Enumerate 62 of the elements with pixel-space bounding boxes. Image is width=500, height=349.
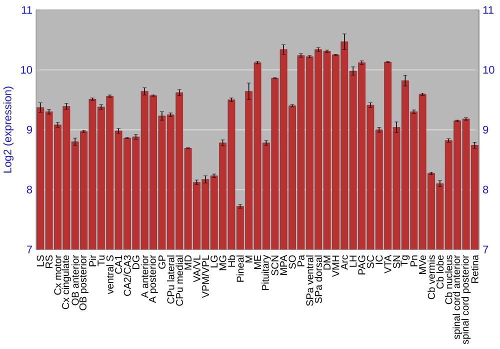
y2-tick-label: 7 (483, 246, 488, 254)
x-tick-label: ventral S (106, 255, 114, 294)
y-tick-label: 9 (26, 126, 32, 134)
x-tick-label: Pituitary (262, 254, 271, 290)
x-tick-label: MPA (280, 254, 288, 275)
x-tick-label: Cx motor (54, 254, 62, 295)
x-tick-label: MD (184, 255, 192, 270)
y-tick-label: 7 (26, 246, 32, 254)
x-tick-label: SPa dorsal (314, 255, 322, 303)
x-tick-label: LS (36, 255, 44, 266)
x-tick-label: SCN (271, 256, 278, 276)
x-tick-label: CPu lateral (167, 255, 174, 304)
x-tick-label: VMH (332, 256, 340, 277)
x-tick-label: Tg (400, 255, 410, 266)
x-tick-label: spinal cord posterior (461, 254, 471, 344)
x-tick-label: CA2/CA3 (124, 255, 131, 296)
x-tick-label: A posterior (148, 254, 158, 303)
x-tick-label: MG (219, 256, 226, 270)
x-tick-label: SN (392, 256, 400, 268)
x-tick-label: Cb lobe (436, 255, 444, 289)
y2-tick-label: 8 (483, 186, 488, 194)
x-tick-label: MVe (419, 255, 426, 274)
x-tick-label: RS (46, 255, 53, 268)
x-tick-label: Retina (471, 254, 478, 283)
x-tick-label: VTA (384, 254, 392, 274)
x-tick-label: Arc (340, 255, 348, 270)
y2-tick-label: 9 (483, 126, 488, 134)
x-tick-label: SO (288, 255, 296, 269)
x-tick-label: Pn (410, 255, 418, 266)
x-tick-label: CPu medial (176, 255, 183, 306)
x-tick-label: spinal cord anterior (452, 254, 462, 340)
x-tick-label: Pineal (236, 255, 244, 282)
y-axis-title: Log2 (expression) (3, 86, 14, 172)
x-tick-label: Pa (297, 254, 304, 266)
x-tick-label: Tu (98, 255, 105, 266)
x-tick-label: PAG (358, 256, 366, 274)
x-tick-label: OB posterior (79, 254, 88, 310)
x-tick-label: Cb nucleus (444, 255, 452, 304)
x-tick-label: M (245, 256, 252, 262)
x-tick-label: LG (210, 256, 218, 268)
x-tick-label: LH (350, 256, 356, 267)
y2-tick-label: 10 (483, 66, 494, 74)
x-tick-label: VA/VL (193, 255, 200, 282)
y-tick-label: 10 (21, 66, 32, 74)
x-tick-label: VPM/VPL (202, 255, 210, 298)
x-tick-label: IC (376, 255, 383, 264)
x-tick-label: DM (324, 256, 330, 270)
y-tick-label: 11 (22, 6, 32, 14)
x-tick-label: Cx cingulate (62, 255, 72, 309)
x-tick-label: SPa ventral (306, 255, 314, 306)
x-tick-label: Pir (88, 254, 96, 266)
x-tick-label: OB anterior (71, 254, 79, 306)
y2-tick-label: 11 (483, 6, 494, 14)
x-tick-label: SC (366, 255, 374, 268)
x-tick-label: Cb vermis (428, 255, 435, 300)
x-tick-label: CA1 (115, 255, 122, 274)
x-tick-label: ME (254, 255, 261, 269)
x-tick-label: DG (132, 256, 140, 269)
x-tick-label: A anterior (140, 254, 148, 298)
x-tick-label: Hb (228, 255, 236, 267)
x-tick-label: GP (158, 255, 166, 269)
y-tick-label: 8 (26, 186, 32, 194)
